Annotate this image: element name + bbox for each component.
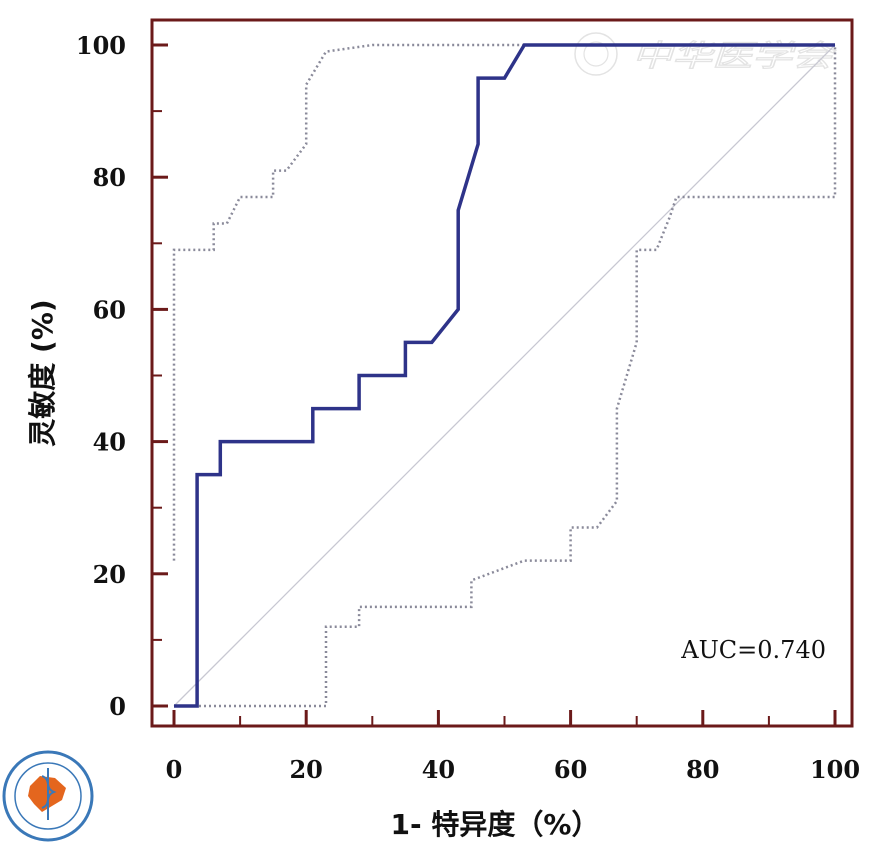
x-tick-label: 60 [554, 755, 587, 784]
y-tick-label: 0 [109, 692, 126, 721]
logo-caduceus-icon [41, 768, 57, 820]
y-tick-label: 60 [93, 295, 126, 324]
watermark-seal-inner-icon [583, 41, 609, 67]
y-axis: 0 20 40 60 80 100 [76, 31, 168, 721]
y-tick-label: 40 [93, 428, 126, 457]
x-tick-label: 20 [289, 755, 322, 784]
confidence-bound-line-1 [172, 43, 835, 561]
series-layer [172, 43, 837, 708]
x-axis: 0 20 40 60 80 100 [166, 710, 860, 784]
x-tick-label: 100 [810, 755, 860, 784]
watermark-seal-icon [574, 32, 618, 76]
x-tick-label: 0 [166, 755, 183, 784]
logo-inner-ring-icon [14, 762, 82, 830]
x-axis-title: 1- 特异度（%） [391, 808, 600, 841]
y-tick-label: 20 [93, 560, 126, 589]
y-axis-title: 灵敏度 (%) [26, 299, 59, 446]
society-logo [2, 750, 94, 842]
confidence-bound-line-2 [174, 45, 837, 708]
x-tick-label: 80 [686, 755, 719, 784]
y-tick-label: 100 [76, 31, 126, 60]
roc-curve-line [174, 43, 835, 708]
plot-frame [150, 18, 854, 728]
auc-annotation: AUC=0.740 [680, 636, 826, 664]
x-tick-label: 40 [422, 755, 455, 784]
reference-diagonal-line [173, 44, 836, 707]
y-tick-label: 80 [93, 163, 126, 192]
